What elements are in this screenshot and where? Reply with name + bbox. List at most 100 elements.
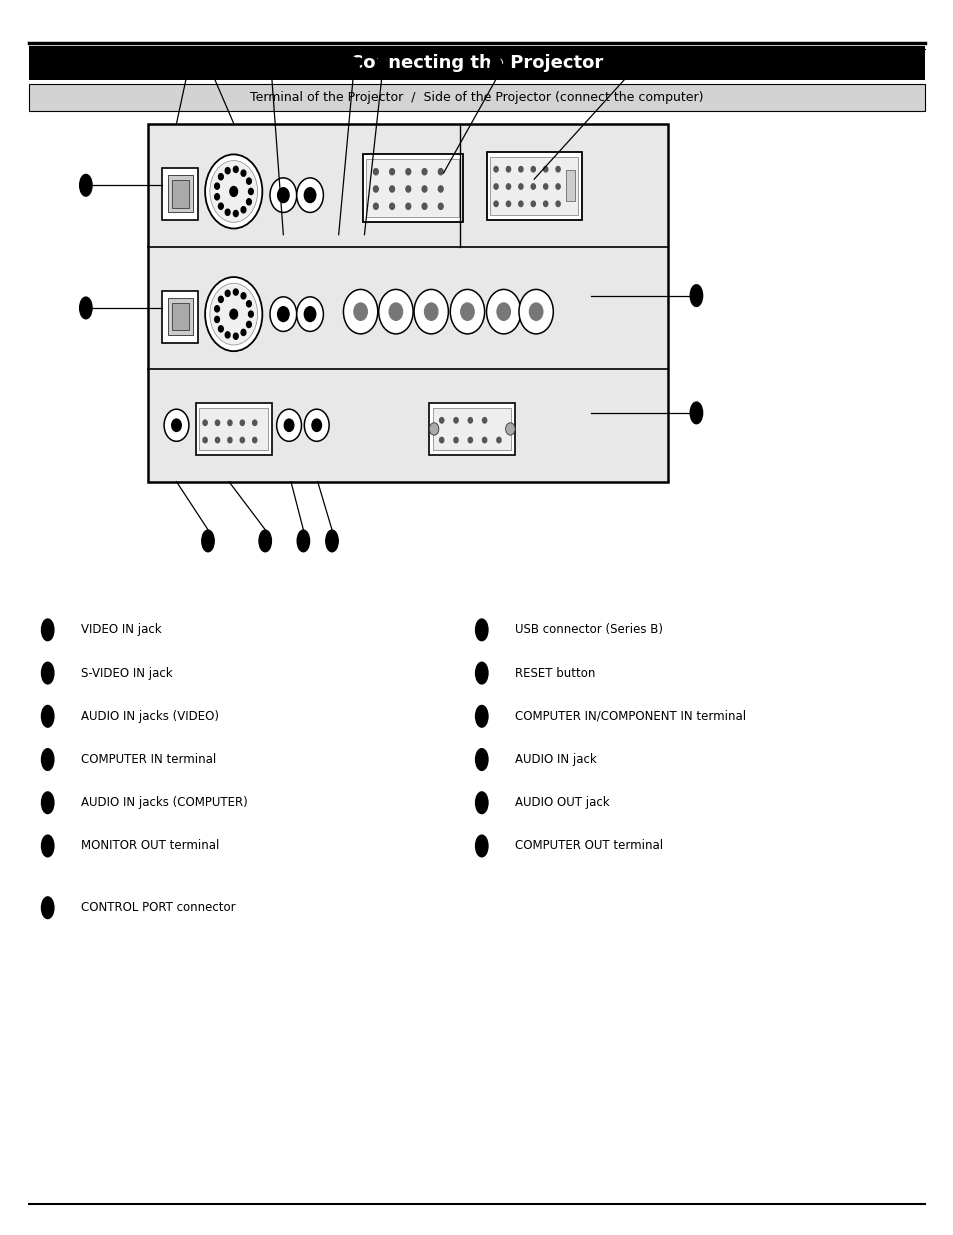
Bar [172, 180, 189, 207]
Circle shape [374, 204, 377, 210]
Ellipse shape [42, 897, 54, 919]
Bar [565, 170, 575, 201]
Circle shape [230, 309, 237, 319]
Ellipse shape [689, 285, 701, 306]
Circle shape [497, 437, 500, 443]
Circle shape [172, 419, 181, 431]
Ellipse shape [79, 174, 91, 196]
Circle shape [228, 420, 232, 426]
Circle shape [494, 201, 497, 206]
Circle shape [240, 437, 244, 443]
Circle shape [438, 204, 442, 210]
Circle shape [531, 201, 535, 206]
Circle shape [543, 201, 547, 206]
Text: AUDIO OUT jack: AUDIO OUT jack [515, 797, 609, 809]
Text: AUDIO IN jack: AUDIO IN jack [515, 753, 597, 766]
Circle shape [556, 201, 559, 206]
Ellipse shape [475, 705, 487, 727]
Circle shape [277, 306, 289, 321]
Bar [148, 124, 667, 482]
Circle shape [241, 206, 246, 212]
Circle shape [233, 167, 238, 173]
Circle shape [233, 210, 238, 216]
Text: COMPUTER OUT terminal: COMPUTER OUT terminal [515, 840, 662, 852]
Circle shape [246, 178, 251, 184]
Circle shape [429, 422, 438, 435]
Circle shape [438, 169, 442, 175]
Text: VIDEO IN jack: VIDEO IN jack [81, 624, 162, 636]
Ellipse shape [296, 530, 309, 552]
Ellipse shape [265, 57, 278, 79]
Text: COMPUTER IN terminal: COMPUTER IN terminal [81, 753, 216, 766]
Bar [366, 159, 458, 217]
Circle shape [518, 201, 522, 206]
Circle shape [486, 289, 520, 333]
Circle shape [246, 321, 251, 327]
Circle shape [556, 167, 559, 172]
Circle shape [406, 204, 411, 210]
Ellipse shape [79, 298, 91, 319]
FancyBboxPatch shape [29, 84, 924, 111]
Ellipse shape [346, 57, 358, 79]
Bar [433, 408, 511, 450]
Circle shape [374, 186, 377, 193]
Text: AUDIO IN jacks (COMPUTER): AUDIO IN jacks (COMPUTER) [81, 797, 248, 809]
Circle shape [421, 186, 427, 193]
Circle shape [518, 184, 522, 189]
Circle shape [390, 204, 395, 210]
Circle shape [296, 178, 323, 212]
Circle shape [414, 289, 448, 333]
Circle shape [248, 189, 253, 195]
Bar [362, 154, 462, 222]
Circle shape [389, 303, 402, 320]
Circle shape [304, 306, 315, 321]
Circle shape [518, 167, 522, 172]
Circle shape [390, 186, 395, 193]
Circle shape [228, 437, 232, 443]
Ellipse shape [475, 792, 487, 814]
Circle shape [543, 167, 547, 172]
Text: USB connector (Series B): USB connector (Series B) [515, 624, 662, 636]
Text: S-VIDEO IN jack: S-VIDEO IN jack [81, 667, 172, 679]
Ellipse shape [42, 619, 54, 641]
Circle shape [205, 154, 262, 228]
Circle shape [556, 184, 559, 189]
Circle shape [246, 199, 251, 205]
Circle shape [218, 296, 223, 303]
Ellipse shape [202, 530, 213, 552]
Circle shape [248, 311, 253, 317]
Circle shape [253, 420, 256, 426]
Circle shape [494, 184, 497, 189]
Ellipse shape [42, 705, 54, 727]
Circle shape [343, 289, 377, 333]
Circle shape [531, 184, 535, 189]
Circle shape [439, 417, 443, 424]
Ellipse shape [475, 662, 487, 684]
Circle shape [203, 420, 207, 426]
Circle shape [390, 169, 395, 175]
Circle shape [253, 437, 256, 443]
Ellipse shape [325, 530, 337, 552]
Ellipse shape [490, 57, 502, 79]
Circle shape [246, 300, 251, 306]
Circle shape [276, 409, 301, 441]
Circle shape [241, 293, 246, 299]
Circle shape [240, 420, 244, 426]
Circle shape [284, 419, 294, 431]
Ellipse shape [258, 530, 272, 552]
Circle shape [424, 303, 437, 320]
Circle shape [482, 437, 486, 443]
Ellipse shape [179, 57, 193, 79]
Circle shape [506, 184, 510, 189]
Ellipse shape [618, 57, 631, 79]
Circle shape [214, 194, 219, 200]
Bar [486, 152, 581, 220]
Circle shape [233, 289, 238, 295]
Circle shape [439, 437, 443, 443]
Circle shape [304, 409, 329, 441]
Circle shape [454, 417, 457, 424]
Circle shape [374, 169, 377, 175]
Ellipse shape [475, 619, 487, 641]
Text: CONTROL PORT connector: CONTROL PORT connector [81, 902, 235, 914]
Text: Connecting the Projector: Connecting the Projector [350, 54, 603, 72]
